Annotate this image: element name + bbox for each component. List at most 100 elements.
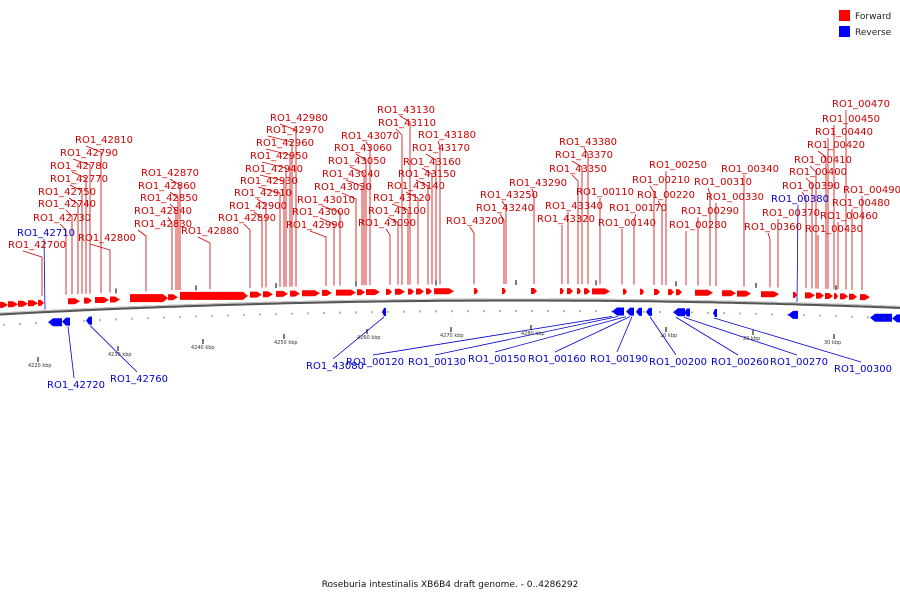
- forward-gene-label: RO1_00450: [822, 114, 880, 125]
- forward-gene-label: RO1_00280: [669, 220, 727, 231]
- forward-gene-42: [737, 290, 751, 297]
- forward-gene-50: [849, 293, 857, 300]
- forward-gene-label: RO1_43180: [418, 130, 476, 141]
- forward-gene-label: RO1_43110: [378, 118, 436, 129]
- reverse-gene-label: RO1_00300: [834, 364, 892, 375]
- forward-leader-line: [72, 158, 91, 294]
- forward-gene-label: RO1_42910: [234, 188, 292, 199]
- forward-gene-label: RO1_00360: [744, 222, 802, 233]
- forward-gene-label: RO1_43240: [476, 203, 534, 214]
- forward-leader-line: [321, 205, 341, 286]
- forward-gene-label: RO1_00310: [694, 177, 752, 188]
- reverse-gene-label: RO1_00120: [346, 357, 404, 368]
- reverse-gene-label: RO1_00260: [711, 357, 769, 368]
- forward-gene-12: [250, 291, 262, 298]
- forward-leader-line: [707, 187, 711, 286]
- reverse-gene-8: [673, 308, 685, 317]
- reverse-leader-line: [554, 316, 631, 353]
- forward-leader-line: [265, 148, 291, 287]
- forward-gene-48: [834, 293, 838, 300]
- forward-gene-label: RO1_43290: [509, 178, 567, 189]
- forward-leader-line: [657, 200, 663, 286]
- forward-gene-5: [68, 298, 80, 305]
- forward-gene-label: RO1_00400: [789, 167, 847, 178]
- forward-gene-label: RO1_00370: [762, 208, 820, 219]
- forward-gene-label: RO1_43030: [314, 182, 372, 193]
- forward-gene-label: RO1_42800: [78, 233, 136, 244]
- forward-gene-label: RO1_00440: [815, 127, 873, 138]
- forward-gene-22: [395, 288, 405, 295]
- forward-leader-line: [169, 191, 179, 291]
- forward-gene-label: RO1_00110: [576, 187, 634, 198]
- forward-leader-line: [425, 153, 437, 285]
- reverse-leader-line: [675, 316, 739, 356]
- reverse-leader-line: [89, 325, 138, 373]
- forward-leader-line: [85, 145, 102, 294]
- forward-gene-label: RO1_42700: [8, 240, 66, 251]
- forward-gene-29: [531, 288, 537, 295]
- forward-gene-4: [38, 299, 44, 306]
- forward-leader-line: [501, 200, 507, 285]
- kbp-label: 10 kbp: [660, 333, 677, 339]
- forward-gene-label: RO1_42810: [75, 135, 133, 146]
- forward-leader-line: [805, 177, 813, 289]
- forward-leader-line: [801, 191, 807, 289]
- forward-gene-label: RO1_43170: [412, 143, 470, 154]
- legend-reverse-swatch: [839, 26, 850, 37]
- forward-gene-label: RO1_42990: [286, 220, 344, 231]
- forward-gene-label: RO1_00480: [832, 198, 890, 209]
- forward-gene-34: [592, 288, 610, 295]
- forward-leader-line: [259, 174, 285, 287]
- reverse-gene-13: [892, 314, 900, 323]
- forward-leader-line: [341, 192, 357, 286]
- forward-gene-27: [474, 288, 478, 295]
- forward-leader-line: [256, 198, 267, 288]
- forward-gene-label: RO1_43370: [555, 150, 613, 161]
- reverse-leader-line: [796, 204, 799, 302]
- forward-gene-label: RO1_00430: [805, 224, 863, 235]
- forward-gene-17: [322, 289, 332, 296]
- forward-gene-label: RO1_42730: [33, 213, 91, 224]
- forward-leader-line: [253, 211, 263, 288]
- forward-gene-23: [408, 288, 414, 295]
- reverse-gene-3: [382, 307, 386, 316]
- forward-leader-line: [261, 161, 287, 287]
- forward-leader-line: [405, 191, 419, 285]
- forward-gene-6: [84, 297, 92, 304]
- forward-leader-line: [499, 213, 505, 285]
- forward-leader-line: [309, 230, 327, 286]
- forward-gene-38: [668, 289, 674, 296]
- forward-gene-label: RO1_00390: [782, 181, 840, 192]
- kbp-label: 4250 kbp: [274, 340, 298, 346]
- reverse-leader-line: [649, 316, 677, 356]
- forward-gene-25: [426, 288, 432, 295]
- forward-gene-label: RO1_43380: [559, 137, 617, 148]
- forward-leader-line: [767, 232, 771, 288]
- forward-gene-label: RO1_43250: [480, 190, 538, 201]
- forward-gene-label: RO1_43140: [387, 181, 445, 192]
- reverse-gene-label: RO1_00190: [590, 354, 648, 365]
- figure-caption: Roseburia intestinalis XB6B4 draft genom…: [322, 580, 579, 590]
- forward-gene-20: [366, 289, 380, 296]
- forward-gene-label: RO1_42850: [140, 193, 198, 204]
- forward-leader-line: [197, 236, 211, 289]
- forward-gene-35: [623, 288, 627, 295]
- forward-gene-label: RO1_43160: [403, 157, 461, 168]
- forward-gene-51: [860, 294, 870, 301]
- forward-leader-line: [279, 123, 297, 287]
- forward-gene-label: RO1_00250: [649, 160, 707, 171]
- forward-gene-label: RO1_42770: [50, 174, 108, 185]
- forward-gene-11: [180, 291, 248, 300]
- forward-gene-label: RO1_42780: [50, 161, 108, 172]
- forward-gene-label: RO1_00210: [632, 175, 690, 186]
- reverse-gene-5: [626, 307, 634, 316]
- reverse-leader-line: [332, 316, 385, 360]
- reverse-gene-label: RO1_00200: [649, 357, 707, 368]
- reverse-gene-9: [684, 308, 690, 317]
- forward-gene-3: [28, 300, 38, 307]
- reverse-gene-4: [612, 307, 624, 316]
- forward-leader-line: [469, 226, 475, 285]
- forward-gene-24: [416, 288, 424, 295]
- forward-gene-label: RO1_43150: [398, 169, 456, 180]
